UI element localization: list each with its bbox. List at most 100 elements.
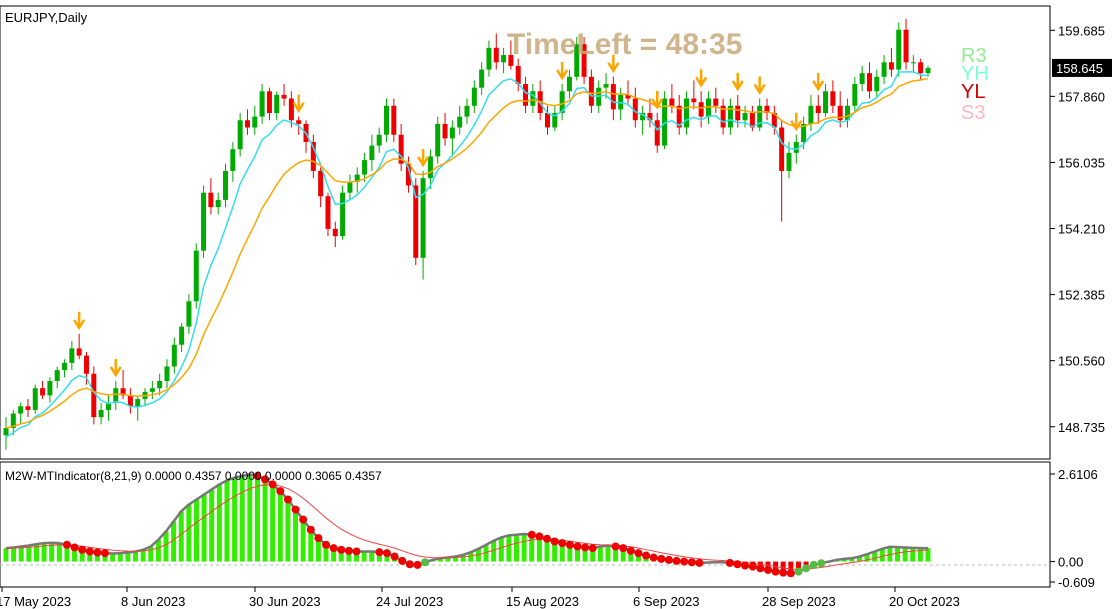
symbol-title: EURJPY,Daily xyxy=(5,10,88,25)
price-axis: 159.685 157.860 156.035 154.210 152.385 150.5… xyxy=(1049,6,1112,459)
pivot-label: YL xyxy=(961,81,985,103)
histogram-bar xyxy=(56,543,62,562)
sell-dot xyxy=(405,560,414,569)
candle-body xyxy=(83,355,89,374)
histogram-bar xyxy=(186,504,192,562)
sell-dot xyxy=(291,505,300,514)
sell-dot xyxy=(756,564,765,573)
histogram-bar xyxy=(468,552,474,562)
sell-dot xyxy=(558,539,567,548)
time-tick-label: 15 Aug 2023 xyxy=(506,594,579,609)
histogram-bar xyxy=(590,548,596,562)
candle-body xyxy=(647,113,653,121)
candle-body xyxy=(427,156,433,179)
histogram-bar xyxy=(133,551,139,562)
down-arrow-icon xyxy=(109,358,122,378)
candle-body xyxy=(325,196,331,229)
cyan-line xyxy=(5,70,929,438)
candle-body xyxy=(171,344,177,367)
sell-dot xyxy=(611,542,620,551)
time-tick-label: 24 Jul 2023 xyxy=(376,594,443,609)
candle-body xyxy=(252,116,258,128)
time-tick-label: 8 Jun 2023 xyxy=(121,594,185,609)
candle-body xyxy=(69,348,75,363)
candle-body xyxy=(362,160,368,175)
time-tick-label: 30 Jun 2023 xyxy=(249,594,321,609)
candle-body xyxy=(910,62,916,64)
candle-body xyxy=(493,47,499,63)
candle-body xyxy=(91,373,97,418)
candle-body xyxy=(113,388,119,403)
candle-body xyxy=(610,84,616,110)
candle-body xyxy=(457,116,463,128)
candle-body xyxy=(157,380,163,389)
candle-body xyxy=(347,181,353,193)
candle-body xyxy=(676,105,682,128)
candle-body xyxy=(845,105,851,121)
indicator-dots xyxy=(62,472,826,578)
histogram-bar xyxy=(605,545,611,562)
candle-body xyxy=(318,170,324,197)
candle-body xyxy=(230,149,236,171)
sell-dot xyxy=(413,560,422,569)
candle-body xyxy=(237,120,243,150)
buy-dot xyxy=(421,558,430,567)
price-tick-label: 159.685 xyxy=(1058,23,1105,38)
sell-dot xyxy=(535,532,544,541)
candle-body xyxy=(369,145,375,161)
histogram-bar xyxy=(620,548,626,562)
sell-dot xyxy=(337,545,346,554)
candle-body xyxy=(523,84,529,106)
indicator-pane[interactable] xyxy=(0,461,1051,588)
down-arrow-icon xyxy=(607,54,620,74)
time-tick-label: 6 Sep 2023 xyxy=(633,594,700,609)
down-arrow-icon xyxy=(417,148,430,168)
candle-body xyxy=(801,123,807,142)
candle-body xyxy=(208,192,214,208)
candle-body xyxy=(859,73,865,85)
current-price-label: 158.645 xyxy=(1056,61,1103,76)
sell-dot xyxy=(687,558,696,567)
down-arrow-icon xyxy=(73,311,86,331)
candle-body xyxy=(391,105,397,135)
sell-dot xyxy=(565,540,574,549)
candle-body xyxy=(201,192,207,251)
candle-body xyxy=(552,113,558,128)
pivot-label: S3 xyxy=(961,102,985,124)
histogram-bar xyxy=(11,547,17,562)
histogram-bar xyxy=(559,543,565,562)
sell-dot xyxy=(398,556,407,565)
down-arrow-icon xyxy=(556,62,569,81)
histogram-bar xyxy=(148,546,154,562)
histogram-bar xyxy=(300,519,306,562)
histogram-bar xyxy=(902,547,908,562)
sell-dot xyxy=(680,557,689,566)
histogram-bar xyxy=(110,553,116,562)
price-pane[interactable] xyxy=(0,5,1051,460)
candle-body xyxy=(193,250,199,302)
candle-body xyxy=(435,123,441,157)
down-arrow-icon xyxy=(695,69,708,88)
candle-body xyxy=(98,409,104,418)
histogram-bar xyxy=(582,547,588,562)
current-price-box xyxy=(1052,58,1112,77)
sell-dot xyxy=(382,549,391,558)
histogram-bar xyxy=(895,547,901,562)
candle-body xyxy=(266,91,272,114)
histogram-bar xyxy=(856,556,862,562)
histogram-bar xyxy=(140,549,146,562)
candle-body xyxy=(632,98,638,121)
histogram-bar xyxy=(193,499,199,562)
histogram-bar xyxy=(628,550,634,562)
candle-body xyxy=(244,120,250,128)
indicator-tick-label: 0.00 xyxy=(1058,555,1083,570)
candle-body xyxy=(62,362,68,371)
sell-dot xyxy=(664,555,673,564)
candle-body xyxy=(684,98,690,128)
sell-dot xyxy=(550,537,559,546)
histogram-bar xyxy=(376,552,382,562)
histogram-bar xyxy=(102,553,108,562)
time-axis: 17 May 2023 8 Jun 2023 30 Jun 2023 24 Jul 2… xyxy=(0,587,960,609)
histogram-bar xyxy=(491,540,497,562)
